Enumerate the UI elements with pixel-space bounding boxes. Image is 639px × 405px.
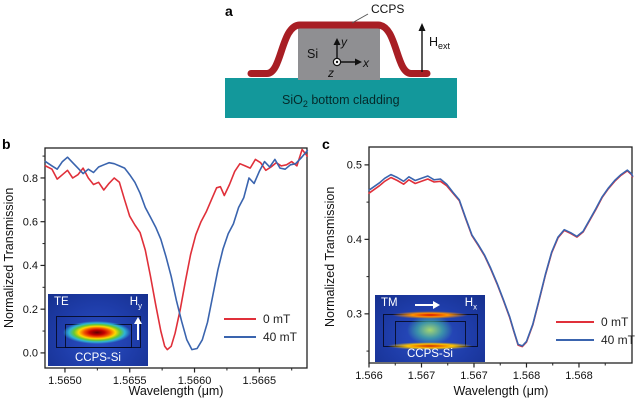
y-tick-label: 0.6 — [23, 216, 38, 228]
legend-line-0mt — [224, 318, 256, 320]
x-tick-label: 1.566 — [355, 370, 383, 382]
x-tick-label: 1.5660 — [178, 375, 212, 387]
hx-field-label: Hx — [464, 297, 477, 312]
panel-c-chart: 1.566 1.567 1.567 1.568 1.568 0.3 0.4 0.5 — [347, 146, 634, 382]
panel-b-series-40mT — [44, 149, 309, 351]
x-tick-label: 1.5665 — [242, 375, 276, 387]
axis-y-label: y — [340, 35, 348, 49]
legend-item: 0 mT — [224, 310, 297, 328]
panel-b-x-axis-title: Wavelength (μm) — [128, 384, 224, 398]
y-tick-label: 0.0 — [23, 348, 38, 360]
h-ext-label: Hext — [429, 35, 451, 51]
sio2-label: SiO2 bottom cladding — [282, 93, 400, 109]
panel-c-series-40mT — [368, 169, 634, 347]
panel-b-chart: 1.5650 1.5655 1.5660 1.5665 0.0 0.2 0.4 0.6 0.8 — [23, 147, 309, 387]
ccps-pointer-line — [351, 13, 369, 24]
panel-a-schematic: a CCPS y x z Si Hext SiO2 bottom claddin… — [225, 2, 457, 118]
sio2-cladding-shape — [225, 78, 457, 118]
hy-direction-arrow-icon — [134, 317, 142, 340]
legend-line-40mt — [224, 336, 256, 338]
x-tick-label: 1.5650 — [48, 375, 82, 387]
panel-c-x-axis-title: Wavelength (μm) — [453, 384, 549, 398]
x-tick-label: 1.567 — [460, 370, 488, 382]
legend-item: 40 mT — [556, 331, 635, 349]
legend-label-0mt: 0 mT — [263, 312, 291, 326]
axis-x-label: x — [362, 56, 370, 70]
hy-field-label: Hy — [129, 296, 142, 311]
si-core-shape — [298, 28, 380, 80]
x-tick-label: 1.5655 — [113, 375, 147, 387]
ccps-film-shape — [247, 21, 431, 77]
tm-mode-field-map — [406, 315, 454, 345]
tm-mode-top-lobe — [390, 311, 470, 320]
legend-label-0mt: 0 mT — [601, 315, 629, 329]
ccps-si-label: CCPS-Si — [406, 348, 453, 360]
panel-c-tm-mode-inset: TM Hx CCPS-Si — [375, 295, 485, 362]
tm-mode-bottom-lobe — [384, 341, 476, 350]
panel-c-letter: c — [322, 136, 330, 152]
h-ext-arrowhead — [418, 23, 426, 31]
si-label: Si — [307, 47, 318, 61]
y-tick-label: 0.2 — [23, 304, 38, 316]
y-tick-label: 0.8 — [23, 173, 38, 185]
axis-z-label: z — [327, 66, 334, 80]
panel-b-y-axis-title: Normalized Transmission — [2, 187, 16, 329]
panel-b-frame — [44, 147, 308, 369]
legend-line-40mt — [556, 339, 594, 341]
legend-item: 40 mT — [224, 328, 297, 346]
ccps-si-label: CCPS-Si — [74, 352, 121, 364]
y-tick-label: 0.3 — [347, 309, 362, 321]
y-tick-label: 0.4 — [347, 234, 362, 246]
panel-b-te-mode-inset: TE Hy CCPS-Si — [48, 294, 148, 366]
panel-b-legend: 0 mT 40 mT — [224, 310, 297, 346]
te-mode-label: TE — [54, 296, 69, 308]
y-tick-label: 0.5 — [347, 160, 362, 172]
legend-line-0mt — [556, 321, 594, 323]
y-tick-label: 0.4 — [23, 260, 38, 272]
x-tick-label: 1.568 — [565, 370, 593, 382]
panel-a-letter: a — [225, 3, 233, 19]
panel-b-letter: b — [2, 136, 11, 152]
panel-c-legend: 0 mT 40 mT — [556, 313, 635, 349]
y-axis-arrowhead — [333, 38, 341, 45]
legend-item: 0 mT — [556, 313, 635, 331]
tm-mode-label: TM — [381, 297, 398, 309]
legend-label-40mt: 40 mT — [263, 330, 298, 344]
ccps-label: CCPS — [371, 2, 404, 16]
legend-label-40mt: 40 mT — [601, 333, 636, 347]
x-tick-label: 1.567 — [408, 370, 436, 382]
hx-direction-arrow-icon — [414, 301, 440, 309]
panel-c-y-axis-title: Normalized Transmission — [323, 186, 337, 328]
x-tick-label: 1.568 — [513, 370, 541, 382]
z-axis-dot — [335, 60, 339, 64]
x-axis-arrowhead — [355, 58, 362, 66]
te-mode-field-map — [63, 320, 131, 345]
